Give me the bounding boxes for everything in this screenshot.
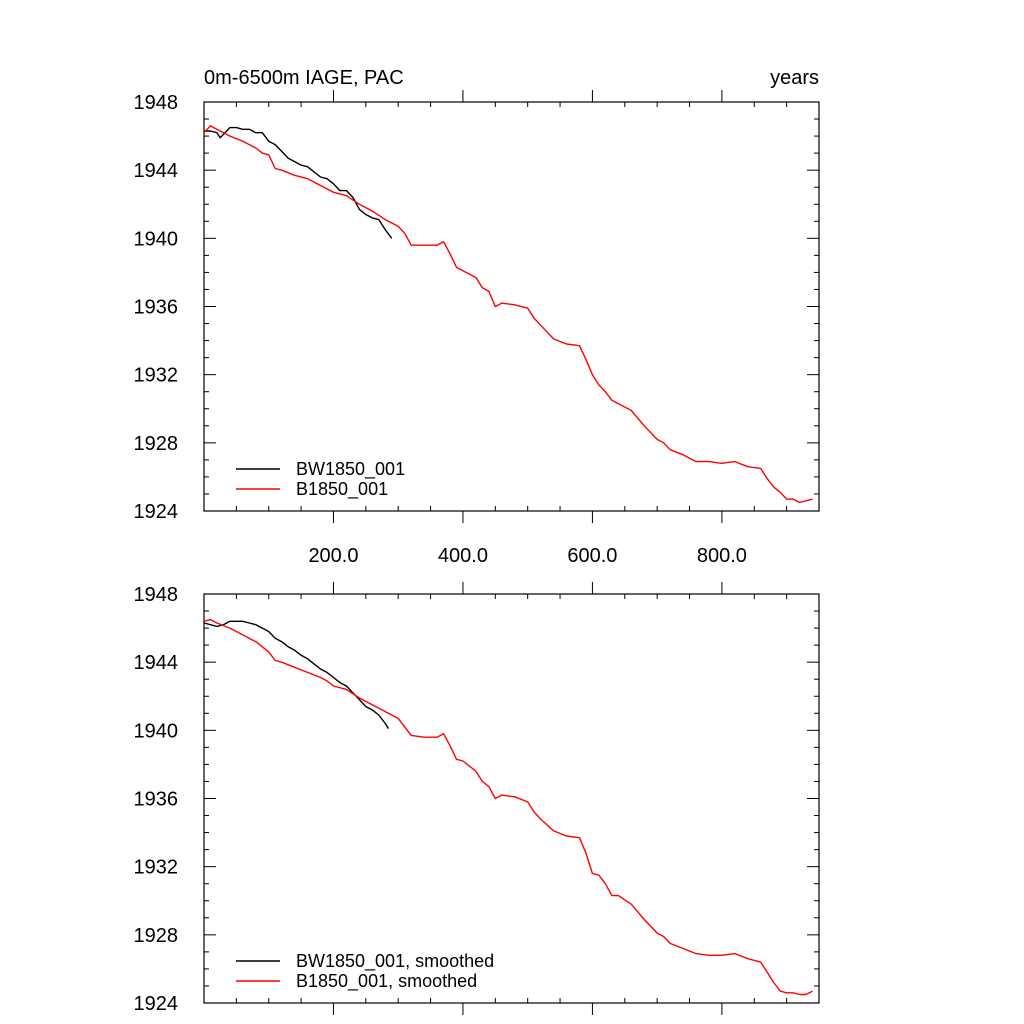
legend-label: BW1850_001 [296, 459, 405, 480]
y-tick-label: 1940 [134, 228, 179, 250]
series-line-b1850-001 [203, 125, 813, 504]
top-panel: 0m-6500m IAGE, PAC years 1948 1944 1940 193… [134, 67, 820, 567]
series-line-b1850-001-smoothed [203, 618, 813, 996]
x-tick-label: 200.0 [308, 545, 358, 567]
plot-frame [203, 593, 820, 1004]
y-tick-label: 1924 [134, 501, 179, 523]
legend-label: BW1850_001, smoothed [296, 951, 494, 972]
y-tick-label: 1928 [134, 433, 179, 455]
y-tick-label: 1948 [134, 584, 179, 606]
y-tick-label: 1944 [134, 652, 179, 674]
plot-frame [203, 101, 820, 512]
x-tick-label: 600.0 [567, 545, 617, 567]
chart-title-right: years [770, 67, 819, 89]
x-tick-label: 800.0 [697, 545, 747, 567]
legend-label: B1850_001, smoothed [296, 971, 477, 992]
y-tick-label: 1936 [134, 297, 179, 319]
series-line-bw1850-001 [204, 126, 393, 239]
y-tick-label: 1932 [134, 365, 179, 387]
y-tick-label: 1928 [134, 925, 179, 947]
x-tick-label: 400.0 [438, 545, 488, 567]
bottom-panel: 1948 1944 1940 1936 1932 1928 1924 BW1850_001, … [134, 582, 820, 1015]
y-tick-label: 1932 [134, 857, 179, 879]
y-tick-label: 1936 [134, 789, 179, 811]
y-tick-label: 1940 [134, 720, 179, 742]
y-tick-label: 1948 [134, 92, 179, 114]
y-tick-label: 1944 [134, 160, 179, 182]
series-line-bw1850-001-smoothed [203, 620, 390, 729]
y-tick-label: 1924 [134, 993, 179, 1015]
legend-label: B1850_001 [296, 479, 388, 500]
chart-title: 0m-6500m IAGE, PAC [204, 67, 404, 89]
